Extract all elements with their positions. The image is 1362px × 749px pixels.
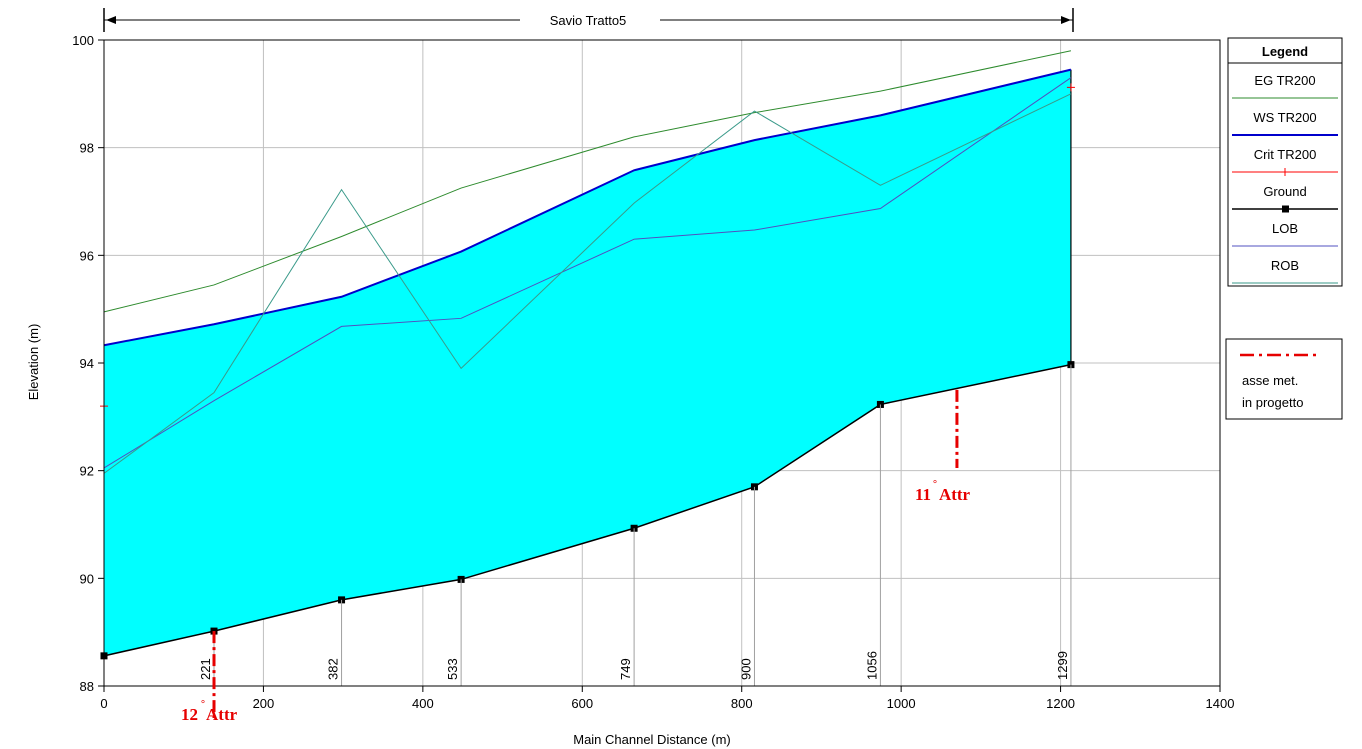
legend-label: WS TR200 <box>1253 110 1316 125</box>
series <box>100 50 1075 660</box>
x-tick-label: 800 <box>731 696 753 711</box>
x-axis-title: Main Channel Distance (m) <box>573 732 731 747</box>
y-tick-label: 100 <box>72 33 94 48</box>
x-tick-label: 400 <box>412 696 434 711</box>
legend-marker <box>1281 168 1289 176</box>
crit-point <box>1066 83 1075 92</box>
legend-marker <box>1282 205 1289 213</box>
axes: 0 200 400 600 800 1000 1200 1400 88 90 92 94 96 98 100 <box>72 33 1234 711</box>
series-lob <box>103 77 1072 469</box>
legend-label: ROB <box>1271 258 1299 273</box>
marker-11-label: 11 <box>915 485 931 504</box>
plot-frame <box>103 39 1221 687</box>
water-fill <box>104 69 1072 656</box>
station-label: 382 <box>326 658 341 680</box>
design-axis-legend-line2: in progetto <box>1242 395 1303 410</box>
degree-11: ° <box>933 479 937 490</box>
station-label: 749 <box>618 658 633 680</box>
water-area <box>104 69 1071 656</box>
design-axis-legend: asse met. in progetto <box>1225 338 1343 420</box>
marker-12-label: 12 <box>181 705 198 724</box>
legend: Legend EG TR200 WS TR200 Crit TR200 Ground L… <box>1227 37 1343 287</box>
marker-11-suffix: Attr <box>939 485 971 504</box>
x-tick-label: 0 <box>100 696 107 711</box>
degree-12: ° <box>201 699 205 710</box>
station-label: 221 <box>198 658 213 680</box>
legend-label: EG TR200 <box>1254 73 1315 88</box>
y-tick-label: 92 <box>80 464 94 479</box>
x-tick-label: 600 <box>571 696 593 711</box>
design-axis-legend-line1: asse met. <box>1242 373 1298 388</box>
x-tick-label: 1000 <box>887 696 916 711</box>
station-label: 1056 <box>864 651 879 680</box>
series-ground <box>103 363 1072 657</box>
legend-label: Ground <box>1263 184 1306 199</box>
series-ws-tr200 <box>103 68 1072 347</box>
x-tick-label: 1400 <box>1206 696 1235 711</box>
station-label: 533 <box>445 658 460 680</box>
station-label: 900 <box>738 658 753 680</box>
series-rob <box>103 93 1072 474</box>
y-tick-label: 90 <box>80 571 94 586</box>
legend-label: LOB <box>1272 221 1298 236</box>
x-tick-label: 1200 <box>1046 696 1075 711</box>
chart-title-bar: Savio Tratto5 <box>103 8 1074 32</box>
x-tick-label: 200 <box>253 696 275 711</box>
y-tick-label: 94 <box>80 356 94 371</box>
y-tick-label: 88 <box>80 679 94 694</box>
series-eg-tr200 <box>103 50 1072 313</box>
y-axis-title: Elevation (m) <box>26 324 41 401</box>
legend-title: Legend <box>1262 44 1308 59</box>
y-tick-label: 96 <box>80 248 94 263</box>
y-tick-label: 98 <box>80 141 94 156</box>
station-labels: 221 382 533 749 900 1056 1299 <box>198 364 1072 686</box>
marker-12-suffix: Attr <box>206 705 238 724</box>
chart-title: Savio Tratto5 <box>550 13 627 28</box>
legend-label: Crit TR200 <box>1254 147 1317 162</box>
station-label: 1299 <box>1055 651 1070 680</box>
